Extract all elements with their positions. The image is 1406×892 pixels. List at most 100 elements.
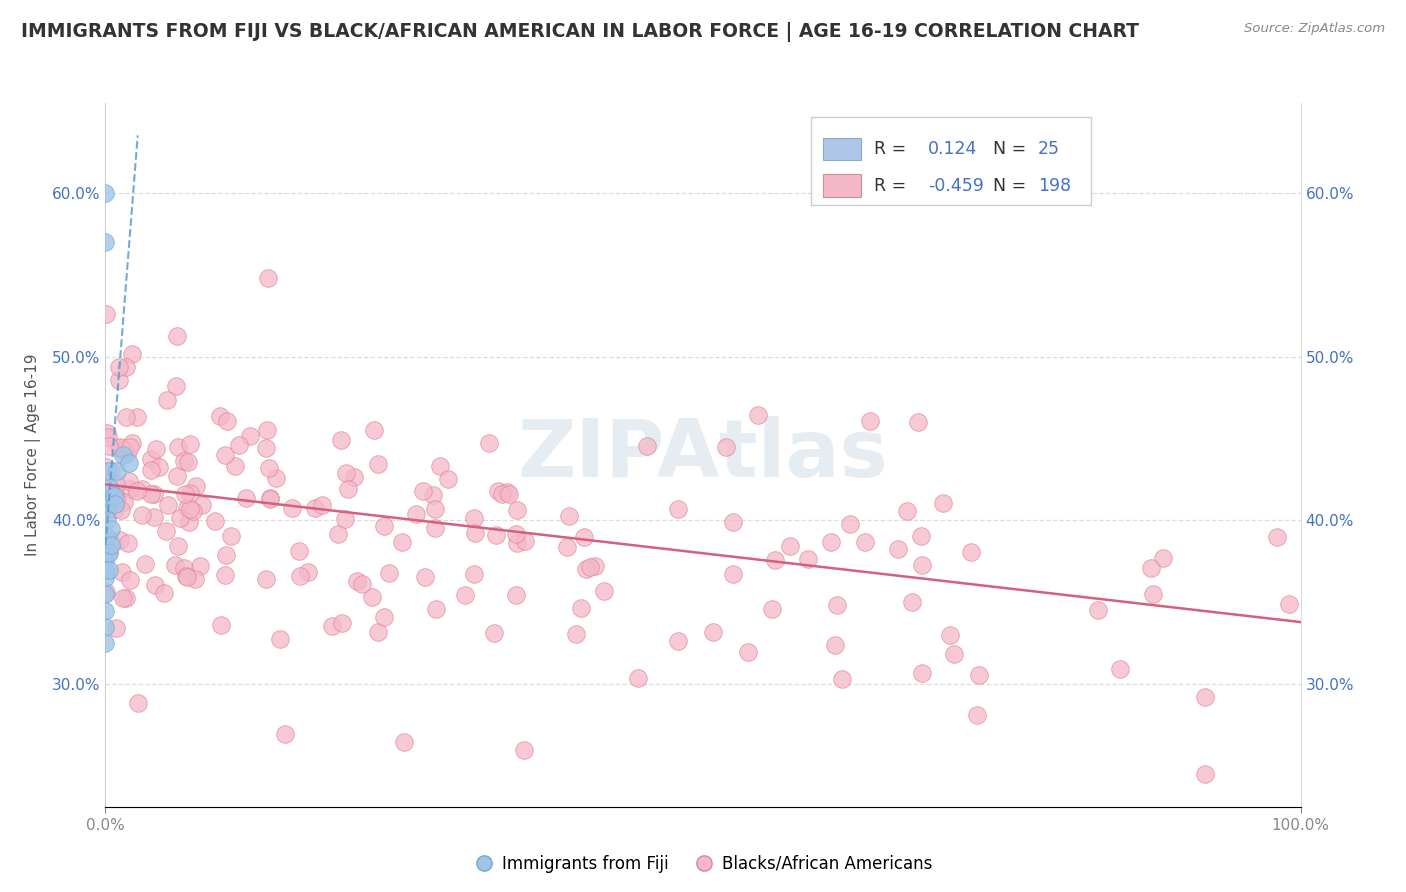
Point [188,559,211,574]
Point [938,628,960,642]
Y-axis label: In Labor Force | Age 16-19: In Labor Force | Age 16-19 [25,353,41,557]
Point [422,487,444,501]
Point [209,618,232,632]
Point [737,645,759,659]
Point [392,735,416,749]
Point [98,439,121,453]
Point [335,466,357,480]
Point [184,478,207,492]
Point [156,393,179,408]
Point [107,359,129,374]
Point [423,521,446,535]
Point [118,441,141,455]
Point [191,498,214,512]
Point [166,328,188,343]
Point [166,539,188,553]
Point [859,413,882,427]
Point [367,625,389,640]
Point [105,476,128,491]
Point [405,508,427,522]
Text: 198: 198 [1038,177,1071,194]
Point [228,438,250,452]
Point [367,457,389,471]
Point [117,536,139,550]
Point [174,487,197,501]
Point [173,561,195,575]
Point [636,439,658,453]
Point [96,426,118,441]
Point [373,610,395,624]
Point [506,536,529,550]
Point [94,587,117,601]
Point [104,491,127,506]
Point [100,464,122,478]
Point [1152,550,1174,565]
Point [412,483,434,498]
Point [505,527,527,541]
Point [94,571,117,585]
Point [118,475,141,489]
Point [391,534,413,549]
Point [111,591,134,605]
Point [482,626,505,640]
Point [108,533,131,547]
Point [110,440,132,454]
Point [513,534,536,549]
Point [373,518,395,533]
Point [579,560,602,574]
Point [831,672,853,686]
FancyBboxPatch shape [823,138,860,161]
Point [761,601,783,615]
Text: IMMIGRANTS FROM FIJI VS BLACK/AFRICAN AMERICAN IN LABOR FORCE | AGE 16-19 CORREL: IMMIGRANTS FROM FIJI VS BLACK/AFRICAN AM… [21,22,1139,42]
Point [134,557,156,571]
Point [239,429,262,443]
Point [118,456,141,470]
Point [100,538,122,552]
Point [98,533,121,547]
Text: ZIPAtlas: ZIPAtlas [517,416,889,494]
Point [166,440,188,454]
Point [120,482,142,496]
Point [326,526,349,541]
Point [98,545,121,559]
Point [115,359,138,374]
Point [343,470,366,484]
Point [105,621,128,635]
Point [827,598,849,612]
Point [96,530,118,544]
Point [273,726,295,740]
Point [839,516,862,531]
Point [425,501,447,516]
Point [107,373,129,387]
Point [583,558,606,573]
Text: -0.459: -0.459 [928,177,984,194]
Point [437,472,460,486]
Point [94,235,117,249]
Point [1277,597,1299,611]
Point [104,501,127,516]
Point [112,448,135,462]
Point [208,409,231,424]
Point [143,578,166,592]
Point [967,667,990,681]
Point [259,491,281,506]
Point [214,448,236,462]
Point [558,508,581,523]
Point [94,563,117,577]
Text: N =: N = [994,177,1026,194]
Point [627,671,650,685]
Point [1194,690,1216,705]
Point [593,583,616,598]
Point [103,489,125,503]
Point [214,568,236,582]
Point [121,347,143,361]
Point [98,563,121,577]
Point [94,620,117,634]
Point [224,459,246,474]
Point [131,508,153,523]
Point [145,442,167,456]
Point [1109,662,1132,676]
Point [886,542,908,557]
Point [97,497,120,511]
Point [721,515,744,529]
